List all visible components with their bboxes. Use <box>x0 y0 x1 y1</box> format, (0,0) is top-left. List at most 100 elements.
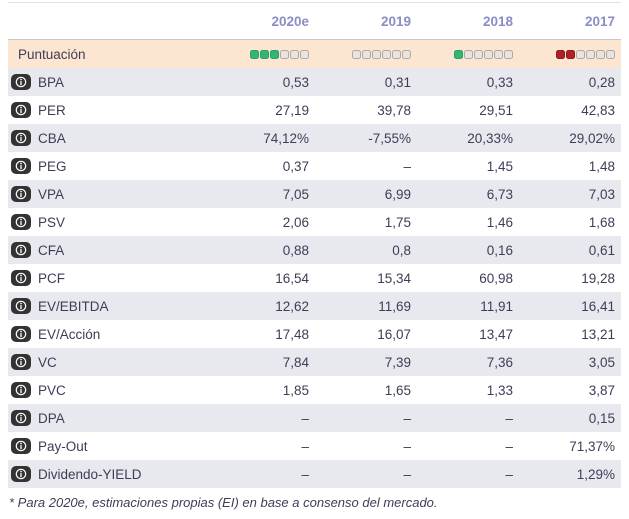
column-header-year: 2017 <box>584 13 615 29</box>
info-icon[interactable] <box>11 270 31 286</box>
metric-value: – <box>403 438 411 454</box>
info-icon[interactable] <box>11 242 31 258</box>
score-square <box>454 49 463 59</box>
score-square <box>392 49 401 59</box>
table-row: DPA – – – 0,15 <box>8 404 621 432</box>
metric-value: 0,28 <box>588 74 615 90</box>
info-icon[interactable] <box>11 382 31 398</box>
metric-value: 13,47 <box>479 326 513 342</box>
info-icon[interactable] <box>11 214 31 230</box>
metric-value: 1,68 <box>588 214 615 230</box>
metric-value: 1,45 <box>486 158 513 174</box>
column-header-year: 2019 <box>380 13 411 29</box>
score-square <box>250 49 259 59</box>
metric-value: 16,07 <box>377 326 411 342</box>
metric-value: 42,83 <box>581 102 615 118</box>
metric-value: -7,55% <box>368 130 411 146</box>
metric-label: PSV <box>38 214 66 230</box>
metric-value: – <box>403 410 411 426</box>
info-icon[interactable] <box>11 102 31 118</box>
metric-value: 11,91 <box>480 298 513 314</box>
table-row: Dividendo-YIELD – – – 1,29% <box>8 460 621 488</box>
metric-label: CBA <box>38 130 66 146</box>
metric-value: 1,48 <box>588 158 615 174</box>
table-row: EV/Acción 17,48 16,07 13,47 13,21 <box>8 320 621 348</box>
metric-value: 3,87 <box>588 382 615 398</box>
metric-value: 7,03 <box>588 186 615 202</box>
metric-value: 0,37 <box>282 158 309 174</box>
info-icon[interactable] <box>11 158 31 174</box>
info-icon[interactable] <box>11 466 31 482</box>
score-square <box>270 49 279 59</box>
metric-value: 7,39 <box>384 354 411 370</box>
info-icon[interactable] <box>11 410 31 426</box>
metric-value: – <box>505 438 513 454</box>
metric-value: – <box>505 410 513 426</box>
table-row: VPA 7,05 6,99 6,73 7,03 <box>8 180 621 208</box>
score-square <box>556 49 565 59</box>
metric-value: 7,84 <box>282 354 309 370</box>
score-square <box>372 49 381 59</box>
table-row: PER 27,19 39,78 29,51 42,83 <box>8 96 621 124</box>
metric-label: DPA <box>38 410 65 426</box>
table-row: Pay-Out – – – 71,37% <box>8 432 621 460</box>
metric-value: 74,12% <box>263 130 309 146</box>
metric-value: – <box>403 466 411 482</box>
metric-value: 12,62 <box>275 298 309 314</box>
table-row: PSV 2,06 1,75 1,46 1,68 <box>8 208 621 236</box>
metric-value: 2,06 <box>282 214 309 230</box>
metric-value: 13,21 <box>581 326 615 342</box>
metric-value: 7,05 <box>282 186 309 202</box>
table-row: VC 7,84 7,39 7,36 3,05 <box>8 348 621 376</box>
score-row-label: Puntuación <box>18 46 86 62</box>
score-square <box>352 49 361 59</box>
table-row: CBA 74,12% -7,55% 20,33% 29,02% <box>8 124 621 152</box>
score-square <box>484 49 493 59</box>
metric-value: 29,02% <box>569 130 615 146</box>
metric-value: 39,78 <box>377 102 411 118</box>
metric-label: VC <box>38 354 57 370</box>
metric-value: 1,46 <box>486 214 513 230</box>
table-row: CFA 0,88 0,8 0,16 0,61 <box>8 236 621 264</box>
table-row: PVC 1,85 1,65 1,33 3,87 <box>8 376 621 404</box>
score-square <box>586 49 595 59</box>
metric-value: 16,54 <box>275 270 309 286</box>
metric-label: PCF <box>38 270 65 286</box>
metric-label: EV/EBITDA <box>38 298 109 314</box>
score-square <box>576 49 585 59</box>
metric-value: 0,15 <box>588 410 615 426</box>
metric-value: 19,28 <box>581 270 615 286</box>
metric-value: 7,36 <box>486 354 513 370</box>
metric-value: 6,99 <box>384 186 411 202</box>
metric-label: BPA <box>38 74 65 90</box>
info-icon[interactable] <box>11 298 31 314</box>
score-square <box>494 49 503 59</box>
metric-value: 15,34 <box>377 270 411 286</box>
metric-value: 71,37% <box>569 438 615 454</box>
metric-value: – <box>301 410 309 426</box>
metric-value: – <box>505 466 513 482</box>
info-icon[interactable] <box>11 74 31 90</box>
score-square <box>362 49 371 59</box>
metric-value: 16,41 <box>581 298 615 314</box>
score-square <box>402 49 411 59</box>
score-square <box>596 49 605 59</box>
metric-label: PEG <box>38 158 67 174</box>
metric-value: 0,88 <box>282 242 309 258</box>
metric-value: 0,33 <box>486 74 513 90</box>
info-icon[interactable] <box>11 438 31 454</box>
info-icon[interactable] <box>11 130 31 146</box>
info-icon[interactable] <box>11 186 31 202</box>
info-icon[interactable] <box>11 326 31 342</box>
info-icon[interactable] <box>11 354 31 370</box>
metric-label: Pay-Out <box>38 438 88 454</box>
metric-value: 0,8 <box>392 242 411 258</box>
column-header-year: 2018 <box>482 13 513 29</box>
column-header-year: 2020e <box>271 13 309 29</box>
score-square <box>280 49 289 59</box>
score-square <box>464 49 473 59</box>
footnote: * Para 2020e, estimaciones propias (EI) … <box>9 495 438 510</box>
score-square <box>300 49 309 59</box>
metric-value: 17,48 <box>275 326 309 342</box>
score-square <box>606 49 615 59</box>
